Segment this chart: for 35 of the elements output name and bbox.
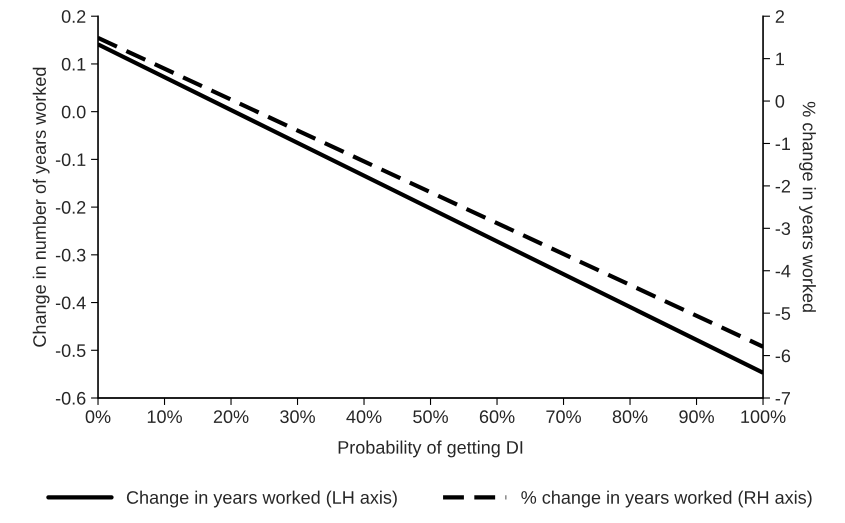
y2-tick-label: -7 — [776, 392, 790, 405]
y-tick-label: -0.4 — [56, 296, 86, 310]
x-tick-label: 10% — [148, 410, 182, 424]
y2-tick-label: -4 — [776, 264, 790, 278]
x-tick-label: 0% — [86, 410, 110, 424]
legend-label: % change in years worked (RH axis) — [521, 490, 812, 508]
y-tick-label: -0.1 — [56, 153, 86, 166]
y-tick-label: 0.1 — [62, 58, 86, 71]
y2-tick-label: -3 — [776, 222, 790, 236]
y2-tick-label: 1 — [776, 52, 784, 66]
x-tick-label: 20% — [214, 410, 248, 424]
y2-tick-label: 2 — [776, 10, 784, 23]
y-tick-label: 0.2 — [62, 10, 86, 23]
y-tick-label: -0.5 — [56, 344, 86, 357]
x-axis-title: Probability of getting DI — [338, 440, 522, 458]
x-tick-label: 90% — [679, 410, 714, 424]
y-tick-label: -0.6 — [56, 392, 86, 405]
y2-tick-label: -5 — [776, 307, 790, 320]
x-tick-label: 30% — [280, 410, 315, 424]
x-tick-label: 60% — [480, 410, 514, 424]
x-tick-label: 50% — [413, 410, 448, 424]
y-tick-label: 0.0 — [62, 106, 86, 118]
y-axis-title: Change in number of years worked — [32, 68, 50, 347]
x-tick-label: 40% — [346, 410, 382, 424]
y2-tick-label: -2 — [776, 180, 790, 192]
legend-label: Change in years worked (LH axis) — [126, 490, 397, 508]
x-tick-label: 80% — [612, 410, 648, 424]
x-tick-label: 70% — [546, 410, 581, 424]
y2-tick-label: -6 — [776, 350, 790, 362]
y2-tick-label: -1 — [776, 138, 790, 150]
y-tick-label: -0.2 — [56, 201, 86, 214]
x-tick-label: 100% — [741, 410, 786, 424]
y2-tick-label: 0 — [776, 94, 784, 108]
y-tick-label: -0.3 — [56, 248, 86, 262]
y2-axis-title: % change in years worked — [799, 102, 816, 312]
